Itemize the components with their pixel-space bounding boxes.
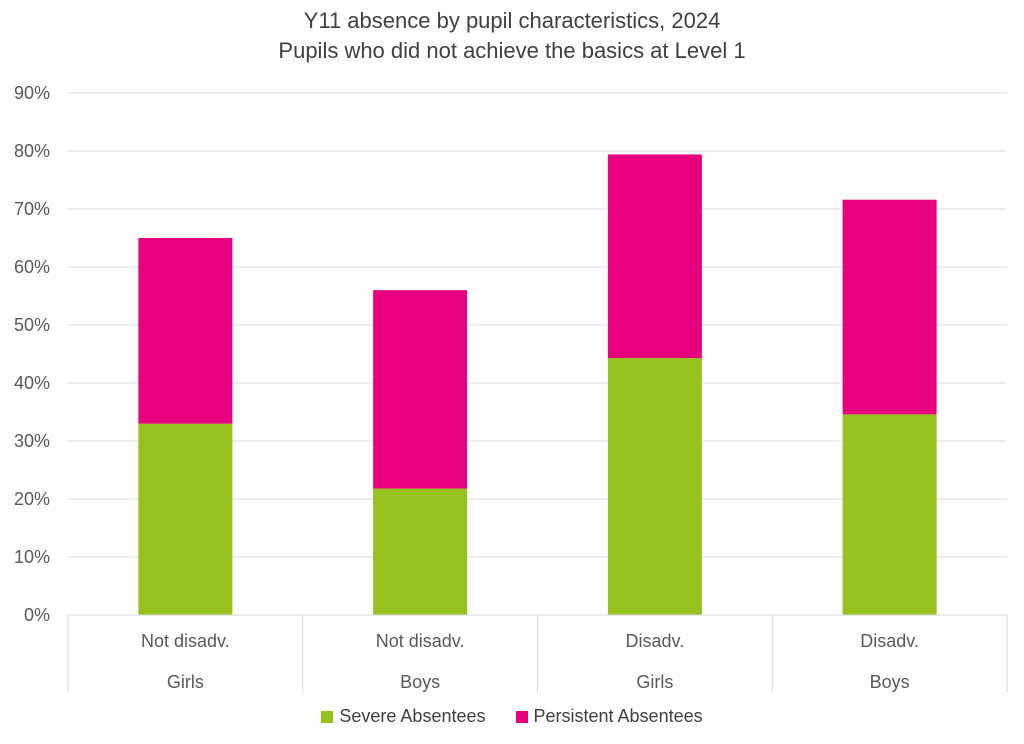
y-tick-label: 70% <box>14 199 50 219</box>
y-tick-label: 90% <box>14 83 50 103</box>
chart-title-line-1: Y11 absence by pupil characteristics, 20… <box>303 8 721 33</box>
x-category-sub-label: Girls <box>636 672 673 692</box>
bar-segment-severe <box>607 358 702 615</box>
x-category-group-label: Not disadv. <box>141 631 230 651</box>
legend-label-severe: Severe Absentees <box>339 706 486 726</box>
x-category-group-label: Disadv. <box>860 631 919 651</box>
y-tick-label: 20% <box>14 489 50 509</box>
legend-item-severe: Severe Absentees <box>321 706 486 727</box>
x-category-sub-label: Girls <box>167 672 204 692</box>
x-category-sub-label: Boys <box>870 672 910 692</box>
y-tick-label: 30% <box>14 431 50 451</box>
x-axis <box>67 614 1008 692</box>
legend-swatch-severe <box>321 710 334 723</box>
y-tick-label: 40% <box>14 373 50 393</box>
bar-segment-persistent <box>138 238 233 424</box>
legend: Severe Absentees Persistent Absentees <box>0 706 1024 727</box>
bar-segment-severe <box>138 423 233 615</box>
y-tick-label: 50% <box>14 315 50 335</box>
axis-labels: 0% 10% 20% 30% 40% 50% 60% 70% 80% 90% Not disadv.… <box>14 83 919 692</box>
chart-title: Y11 absence by pupil characteristics, 20… <box>0 6 1024 66</box>
bar-segment-severe <box>373 488 468 615</box>
legend-item-persistent: Persistent Absentees <box>515 706 703 727</box>
x-category-group-label: Disadv. <box>626 631 685 651</box>
bars <box>138 154 937 615</box>
y-tick-label: 10% <box>14 547 50 567</box>
bar-segment-persistent <box>842 199 937 415</box>
x-category-group-label: Not disadv. <box>376 631 465 651</box>
legend-swatch-persistent <box>515 710 528 723</box>
y-tick-label: 60% <box>14 257 50 277</box>
bar-segment-persistent <box>607 154 702 359</box>
y-tick-label: 0% <box>24 605 50 625</box>
chart-plot: 0% 10% 20% 30% 40% 50% 60% 70% 80% 90% Not disadv.… <box>14 83 1008 692</box>
x-category-sub-label: Boys <box>400 672 440 692</box>
y-tick-label: 80% <box>14 141 50 161</box>
bar-segment-severe <box>842 414 937 615</box>
bar-segment-persistent <box>373 290 468 489</box>
legend-label-persistent: Persistent Absentees <box>533 706 703 726</box>
chart-title-line-2: Pupils who did not achieve the basics at… <box>278 38 746 63</box>
